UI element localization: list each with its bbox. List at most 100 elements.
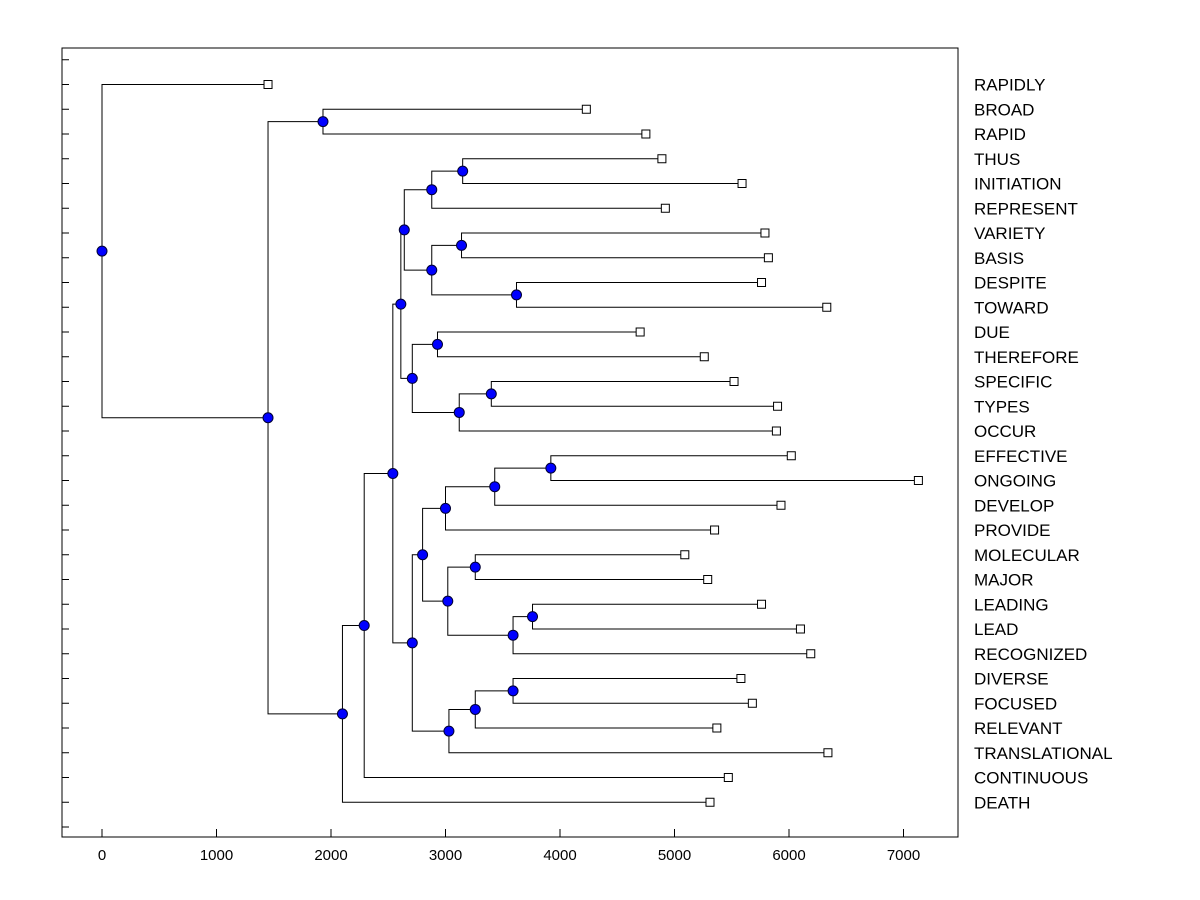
node-marker	[426, 264, 438, 276]
leaf-label: CONTINUOUS	[974, 769, 1088, 788]
node-marker	[440, 502, 451, 514]
link-n26	[341, 625, 710, 803]
node-marker	[469, 561, 481, 573]
link-n5	[431, 244, 517, 296]
node-marker	[527, 611, 539, 623]
node-marker	[96, 245, 108, 257]
leaf-label: INITIATION	[974, 175, 1062, 194]
leaf-label: TYPES	[974, 397, 1030, 416]
node-marker	[457, 165, 469, 177]
link-n22	[448, 708, 828, 754]
x-tick-label: 6000	[772, 847, 805, 864]
x-tick-label: 7000	[887, 847, 920, 864]
leaf-label: BASIS	[974, 249, 1024, 268]
x-tick-label: 2000	[314, 847, 347, 864]
x-tick-label: 0	[98, 847, 106, 864]
leaf-label: MOLECULAR	[974, 546, 1080, 565]
leaf-marker	[657, 154, 667, 164]
leaf-label: THUS	[974, 150, 1020, 169]
leaf-marker	[757, 278, 767, 287]
node-marker	[426, 184, 438, 196]
link-n1	[462, 158, 743, 184]
leaf-marker	[763, 253, 773, 263]
leaf-label: DEVELOP	[974, 496, 1054, 515]
leaf-marker	[822, 302, 832, 312]
leaf-label: VARIETY	[974, 224, 1045, 243]
leaf-marker	[757, 599, 767, 609]
node-marker	[442, 595, 454, 607]
node-marker	[358, 620, 370, 632]
link-n7	[436, 331, 705, 358]
node-marker	[398, 224, 410, 236]
leaf-label: DIVERSE	[974, 670, 1049, 689]
leaf-label: RECOGNIZED	[974, 645, 1087, 664]
leaf-marker	[806, 649, 816, 659]
link-n25	[363, 473, 729, 778]
link-n4	[515, 282, 827, 308]
leaf-marker	[581, 104, 591, 114]
leaf-marker	[263, 80, 273, 89]
leaf-marker	[699, 352, 709, 362]
leaf-marker	[635, 327, 645, 337]
leaf-label: OCCUR	[974, 422, 1036, 441]
leaf-marker	[736, 674, 746, 683]
leaf-label: DUE	[974, 323, 1010, 342]
node-marker	[507, 685, 519, 697]
leaf-label: RAPIDLY	[974, 76, 1046, 95]
leaf-marker	[660, 203, 670, 213]
leaf-label: MAJOR	[974, 571, 1034, 590]
link-n20	[512, 678, 753, 704]
leaf-label: DEATH	[974, 793, 1030, 812]
leaf-label: SPECIFIC	[974, 373, 1052, 392]
node-marker	[453, 406, 465, 418]
node-marker	[431, 338, 443, 350]
leaf-marker	[747, 698, 757, 708]
plot-frame	[61, 47, 959, 838]
leaf-marker	[705, 797, 715, 807]
link-n10	[411, 343, 460, 413]
node-marker	[443, 725, 455, 737]
link-n13	[494, 467, 781, 506]
leaf-label: REPRESENT	[974, 199, 1078, 218]
node-marker	[262, 412, 274, 424]
leaf-label: ONGOING	[974, 472, 1056, 491]
link-n21	[474, 690, 717, 729]
leaf-label: FOCUSED	[974, 694, 1057, 713]
node-marker	[510, 289, 522, 301]
leaf-marker	[773, 401, 783, 411]
y-axis-ticks	[62, 59, 69, 828]
leaf-marker	[795, 624, 805, 634]
leaf-marker	[712, 723, 722, 733]
node-marker	[395, 298, 407, 310]
leaf-marker	[641, 129, 651, 139]
leaf-marker	[723, 773, 733, 782]
leaf-label: THEREFORE	[974, 348, 1079, 367]
link-n12	[550, 455, 919, 481]
x-tick-label: 5000	[658, 847, 691, 864]
leaf-marker	[786, 451, 796, 461]
link-n28	[267, 121, 343, 715]
node-marker	[469, 703, 481, 715]
node-marker	[317, 116, 329, 128]
leaf-marker	[776, 500, 786, 510]
node-marker	[485, 388, 497, 400]
node-marker	[406, 637, 418, 649]
leaf-marker	[729, 377, 739, 386]
node-marker	[336, 708, 348, 720]
leaf-markers	[263, 80, 923, 807]
leaf-marker	[680, 550, 690, 560]
leaf-label: TRANSLATIONAL	[974, 744, 1113, 763]
leaf-marker	[760, 228, 770, 238]
node-marker	[387, 468, 399, 480]
leaf-marker	[771, 426, 781, 436]
node-marker	[417, 549, 429, 561]
leaf-label: DESPITE	[974, 274, 1047, 293]
x-tick-label: 1000	[200, 847, 233, 864]
leaf-label: LEADING	[974, 595, 1049, 614]
node-markers	[96, 116, 557, 737]
leaf-label: RELEVANT	[974, 719, 1063, 738]
x-tick-label: 3000	[429, 847, 462, 864]
link-n9	[458, 393, 777, 432]
leaf-marker	[737, 179, 747, 188]
